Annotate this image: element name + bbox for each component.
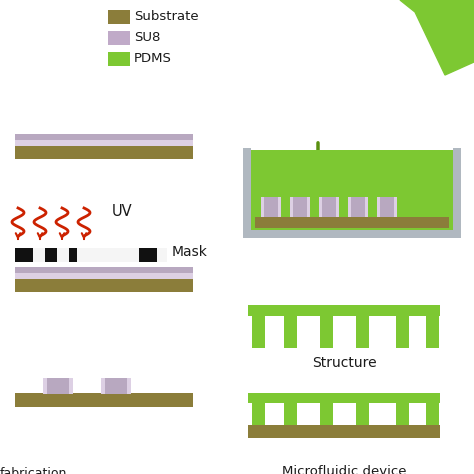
- Bar: [248, 393, 440, 403]
- Bar: [15, 278, 193, 292]
- Bar: [255, 217, 449, 228]
- Bar: [15, 145, 193, 159]
- Bar: [251, 150, 453, 230]
- Bar: [248, 305, 440, 316]
- Bar: [380, 197, 394, 217]
- Bar: [101, 378, 131, 394]
- Bar: [264, 197, 278, 217]
- Bar: [252, 316, 265, 348]
- Bar: [105, 378, 127, 394]
- Text: Microfluidic device: Microfluidic device: [282, 465, 406, 474]
- Bar: [426, 403, 439, 425]
- Text: fabrication: fabrication: [0, 467, 67, 474]
- Bar: [377, 197, 397, 217]
- Bar: [284, 403, 297, 425]
- Text: Structure: Structure: [312, 356, 376, 370]
- Text: SU8: SU8: [134, 31, 160, 44]
- Bar: [139, 248, 157, 262]
- Bar: [43, 378, 73, 394]
- Bar: [284, 316, 297, 348]
- Bar: [69, 248, 77, 262]
- Bar: [319, 197, 339, 217]
- Bar: [320, 316, 333, 348]
- Bar: [261, 197, 281, 217]
- Bar: [108, 52, 130, 66]
- Bar: [248, 425, 440, 438]
- Bar: [15, 267, 193, 273]
- Bar: [15, 248, 167, 262]
- Text: Mask: Mask: [172, 245, 208, 259]
- Text: UV: UV: [112, 204, 133, 219]
- Bar: [290, 197, 310, 217]
- Bar: [108, 31, 130, 45]
- Bar: [243, 230, 461, 238]
- Bar: [426, 316, 439, 348]
- Bar: [47, 378, 69, 394]
- Bar: [252, 403, 265, 425]
- Bar: [243, 148, 251, 238]
- Bar: [396, 403, 409, 425]
- Bar: [322, 197, 336, 217]
- Text: PDMS: PDMS: [134, 52, 172, 65]
- Bar: [348, 197, 368, 217]
- Bar: [351, 197, 365, 217]
- Bar: [320, 403, 333, 425]
- Bar: [356, 403, 369, 425]
- Polygon shape: [400, 0, 474, 75]
- Bar: [15, 248, 33, 262]
- Bar: [15, 267, 193, 279]
- Bar: [15, 134, 193, 140]
- Text: Substrate: Substrate: [134, 10, 199, 23]
- Bar: [293, 197, 307, 217]
- Bar: [108, 10, 130, 24]
- Bar: [45, 248, 57, 262]
- Bar: [356, 316, 369, 348]
- Bar: [15, 393, 193, 407]
- Bar: [15, 134, 193, 146]
- Bar: [396, 316, 409, 348]
- Bar: [453, 148, 461, 238]
